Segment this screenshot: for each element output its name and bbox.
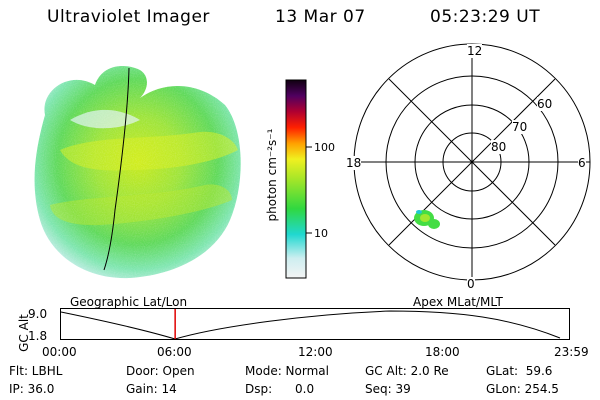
mlat-label-80: 80 bbox=[491, 140, 507, 154]
mlat-label-60: 60 bbox=[537, 97, 553, 111]
uv-image-panel bbox=[34, 65, 241, 279]
mlt-label-6: 6 bbox=[578, 156, 586, 170]
timeline-plot bbox=[60, 308, 570, 340]
x-tick-2359: 23:59 bbox=[554, 345, 589, 359]
aurora-spot bbox=[414, 210, 440, 229]
status-seq: Seq: 39 bbox=[365, 382, 411, 396]
status-door: Door: Open bbox=[126, 364, 195, 378]
y-tick-1_8: 1.8 bbox=[28, 329, 48, 343]
aurora-image bbox=[34, 65, 241, 279]
altitude-curve bbox=[60, 310, 561, 340]
time-label: 05:23:29 UT bbox=[430, 7, 541, 27]
status-filter: Flt: LBHL bbox=[9, 364, 63, 378]
x-tick-0600: 06:00 bbox=[157, 345, 192, 359]
date-label: 13 Mar 07 bbox=[275, 7, 366, 27]
colorbar bbox=[285, 79, 312, 279]
status-ip: IP: 36.0 bbox=[9, 382, 55, 396]
status-gc-alt: GC Alt: 2.0 Re bbox=[365, 364, 449, 378]
colorbar-unit-label: photon cm⁻²s⁻¹ bbox=[265, 128, 279, 222]
satellite-track-line bbox=[103, 67, 130, 271]
status-dsp: Dsp: 0.0 bbox=[245, 382, 315, 396]
instrument-title: Ultraviolet Imager bbox=[47, 7, 210, 27]
polar-plot bbox=[353, 43, 591, 281]
timeline-frame bbox=[60, 308, 570, 340]
x-tick-1800: 18:00 bbox=[425, 345, 460, 359]
status-glon: GLon: 254.5 bbox=[486, 382, 559, 396]
geographic-label: Geographic Lat/Lon bbox=[70, 295, 188, 309]
mlt-label-18: 18 bbox=[346, 156, 362, 170]
colorbar-tick-10: 10 bbox=[314, 227, 328, 240]
colorbar-tick-100: 100 bbox=[314, 141, 335, 154]
status-gain: Gain: 14 bbox=[126, 382, 177, 396]
status-mode: Mode: Normal bbox=[245, 364, 329, 378]
colorbar-gradient bbox=[285, 79, 307, 279]
mlt-label-0: 0 bbox=[467, 277, 475, 291]
mlt-label-12: 12 bbox=[467, 44, 483, 58]
apex-label: Apex MLat/MLT bbox=[413, 295, 503, 309]
x-tick-1200: 12:00 bbox=[298, 345, 333, 359]
x-tick-0000: 00:00 bbox=[42, 345, 77, 359]
status-glat: GLat: 59.6 bbox=[486, 364, 553, 378]
y-tick-9: 9.0 bbox=[28, 307, 48, 321]
mlat-label-70: 70 bbox=[512, 120, 528, 134]
